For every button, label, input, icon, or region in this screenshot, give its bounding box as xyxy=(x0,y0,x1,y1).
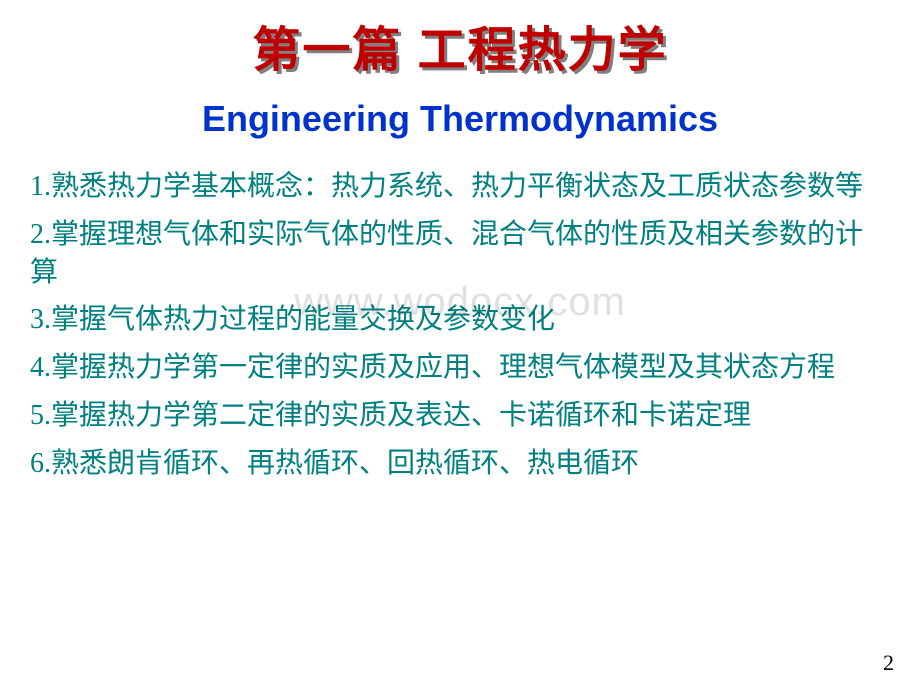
list-item: 5.掌握热力学第二定律的实质及表达、卡诺循环和卡诺定理 xyxy=(30,397,890,435)
list-item: 4.掌握热力学第一定律的实质及应用、理想气体模型及其状态方程 xyxy=(30,349,890,387)
page-number: 2 xyxy=(883,650,894,676)
title-english: Engineering Thermodynamics xyxy=(0,98,920,140)
list-item: 2.掌握理想气体和实际气体的性质、混合气体的性质及相关参数的计算 xyxy=(30,216,890,292)
title-chinese-text: 第一篇 工程热力学 xyxy=(252,24,667,77)
list-item: 1.熟悉热力学基本概念：热力系统、热力平衡状态及工质状态参数等 xyxy=(30,168,890,206)
learning-objectives-list: 1.熟悉热力学基本概念：热力系统、热力平衡状态及工质状态参数等 2.掌握理想气体… xyxy=(0,168,920,483)
title-chinese: 第一篇 工程热力学 xyxy=(0,0,920,80)
list-item: 6.熟悉朗肯循环、再热循环、回热循环、热电循环 xyxy=(30,445,890,483)
list-item: 3.掌握气体热力过程的能量交换及参数变化 xyxy=(30,301,890,339)
